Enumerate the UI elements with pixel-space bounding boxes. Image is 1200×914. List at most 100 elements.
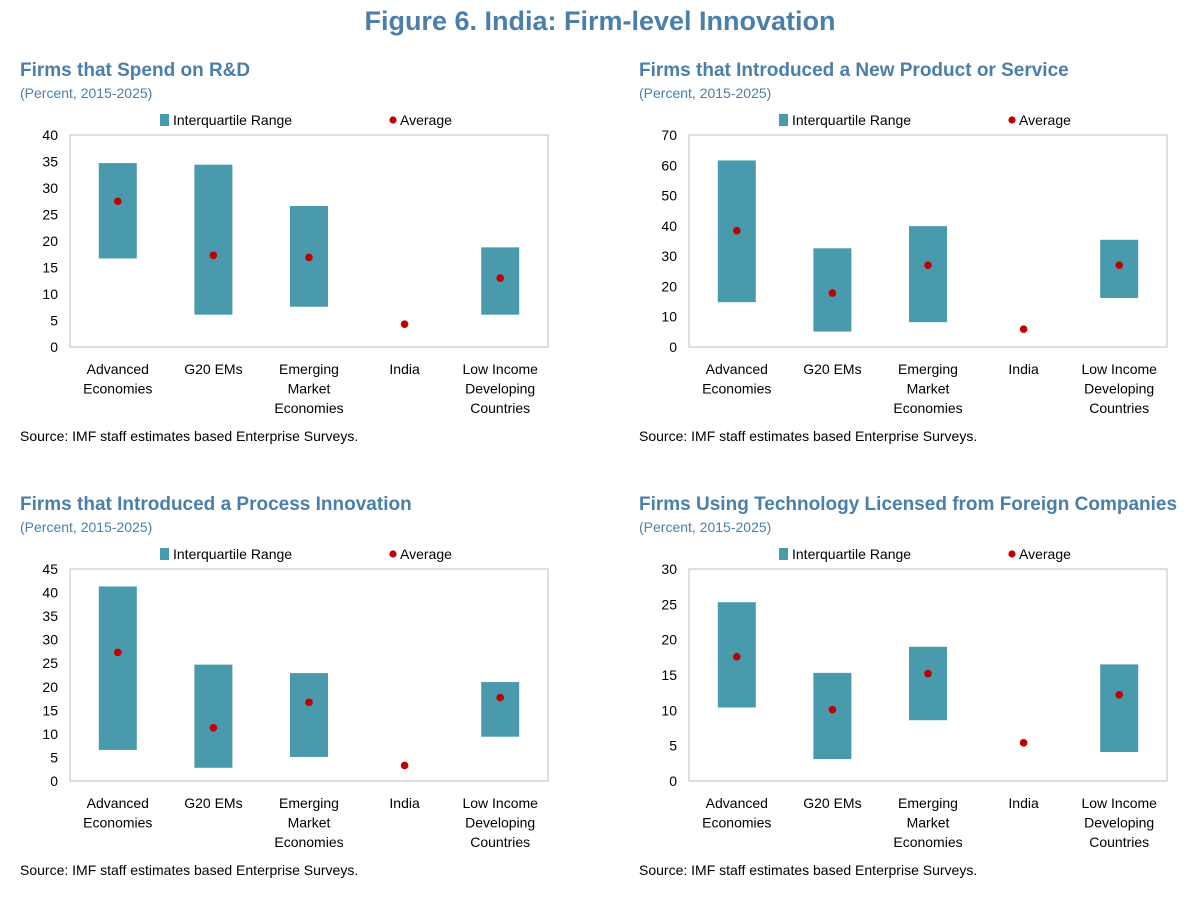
plot-frame xyxy=(69,568,549,782)
average-marker xyxy=(924,261,932,270)
y-tick-label: 60 xyxy=(661,157,677,173)
plot-frame xyxy=(69,134,549,348)
y-tick-label: 5 xyxy=(50,313,58,329)
y-tick-label: 20 xyxy=(661,278,677,294)
y-tick-label: 5 xyxy=(50,749,58,765)
chart-panel-foreign-tech: Firms Using Technology Licensed from For… xyxy=(639,494,1200,914)
x-tick-label: Emerging Market Economies xyxy=(893,361,962,416)
legend-iqr-swatch xyxy=(160,548,169,560)
chart-source: Source: IMF staff estimates based Enterp… xyxy=(639,428,978,444)
legend-average-marker xyxy=(389,550,397,558)
average-marker xyxy=(400,320,409,329)
chart-subtitle: (Percent, 2015-2025) xyxy=(20,519,153,535)
legend-iqr-label: Interquartile Range xyxy=(173,112,292,128)
y-tick-label: 70 xyxy=(661,127,677,143)
y-tick-label: 30 xyxy=(42,632,58,648)
average-marker xyxy=(496,274,505,282)
iqr-bar xyxy=(481,682,520,737)
x-tick-label: Emerging Market Economies xyxy=(893,795,962,850)
y-tick-label: 30 xyxy=(661,248,677,264)
plot-frame xyxy=(688,568,1168,782)
legend: Interquartile Range Average xyxy=(779,112,1071,128)
average-marker xyxy=(209,251,218,260)
x-tick-label: Advanced Economies xyxy=(83,795,152,831)
average-marker xyxy=(305,698,313,707)
x-tick-label: Advanced Economies xyxy=(83,361,152,397)
legend-average-label: Average xyxy=(1019,546,1071,562)
average-marker xyxy=(114,648,122,657)
x-tick-label: Low Income Developing Countries xyxy=(462,795,538,850)
legend: Interquartile Range Average xyxy=(160,546,452,562)
y-tick-label: 35 xyxy=(42,608,58,624)
chart-panel-new-product: Firms that Introduced a New Product or S… xyxy=(639,60,1200,480)
x-tick-label: Low Income Developing Countries xyxy=(462,361,538,416)
y-tick-label: 20 xyxy=(42,679,58,695)
average-marker xyxy=(496,693,505,702)
y-tick-label: 45 xyxy=(42,561,58,577)
iqr-bar xyxy=(909,646,947,721)
y-tick-label: 40 xyxy=(42,585,58,601)
y-tick-label: 40 xyxy=(661,218,677,234)
y-tick-label: 10 xyxy=(661,702,677,718)
x-tick-label: Advanced Economies xyxy=(702,361,771,397)
chart-source: Source: IMF staff estimates based Enterp… xyxy=(20,428,359,444)
x-tick-label: India xyxy=(389,361,420,377)
average-marker xyxy=(1019,739,1028,747)
average-marker xyxy=(828,705,837,714)
y-tick-label: 15 xyxy=(661,667,677,683)
x-tick-label: Low Income Developing Countries xyxy=(1081,361,1157,416)
x-tick-label: G20 EMs xyxy=(184,361,242,377)
chart-svg: Interquartile Range Average 0 5 10 15 20 25 30 35… xyxy=(42,546,549,850)
legend-average-marker xyxy=(1008,116,1016,124)
y-tick-label: 30 xyxy=(42,180,58,196)
legend-average-label: Average xyxy=(400,546,452,562)
chart-svg: Interquartile Range Average 0 10 20 30 40 50 60 7… xyxy=(661,112,1168,416)
y-tick-label: 25 xyxy=(42,207,58,223)
average-marker xyxy=(828,289,837,297)
chart-title: Firms that Introduced a New Product or S… xyxy=(639,60,1069,81)
x-tick-label: India xyxy=(389,795,420,811)
chart-source: Source: IMF staff estimates based Enterp… xyxy=(20,862,359,878)
average-marker xyxy=(400,761,409,770)
y-tick-label: 40 xyxy=(42,127,58,143)
y-tick-label: 0 xyxy=(669,773,677,789)
legend-iqr-swatch xyxy=(779,114,788,126)
y-tick-label: 30 xyxy=(661,561,677,577)
y-tick-label: 10 xyxy=(42,286,58,302)
legend-average-label: Average xyxy=(400,112,452,128)
y-tick-label: 10 xyxy=(661,309,677,325)
x-tick-label: Emerging Market Economies xyxy=(274,795,343,850)
chart-panel-rd: Firms that Spend on R&D (Percent, 2015-2… xyxy=(20,60,590,480)
chart-subtitle: (Percent, 2015-2025) xyxy=(20,85,153,101)
average-marker xyxy=(114,197,122,206)
legend-iqr-label: Interquartile Range xyxy=(792,112,911,128)
chart-svg: Interquartile Range Average 0 5 10 15 20 25 30 35… xyxy=(42,112,549,416)
average-marker xyxy=(733,226,741,235)
iqr-bar xyxy=(194,164,233,315)
y-tick-label: 15 xyxy=(42,260,58,276)
x-tick-label: India xyxy=(1008,795,1039,811)
y-tick-label: 25 xyxy=(661,596,677,612)
x-tick-label: Low Income Developing Countries xyxy=(1081,795,1157,850)
legend-average-marker xyxy=(389,116,397,124)
average-marker xyxy=(1115,690,1123,699)
legend: Interquartile Range Average xyxy=(779,546,1071,562)
x-tick-label: Emerging Market Economies xyxy=(274,361,343,416)
x-tick-label: G20 EMs xyxy=(803,795,861,811)
chart-subtitle: (Percent, 2015-2025) xyxy=(639,85,772,101)
average-marker xyxy=(1019,325,1028,333)
average-marker xyxy=(305,253,313,262)
y-tick-label: 20 xyxy=(661,632,677,648)
legend-iqr-swatch xyxy=(779,548,788,560)
legend-iqr-label: Interquartile Range xyxy=(792,546,911,562)
chart-subtitle: (Percent, 2015-2025) xyxy=(639,519,772,535)
figure-title: Figure 6. India: Firm-level Innovation xyxy=(364,6,836,36)
y-tick-label: 0 xyxy=(50,773,58,789)
y-tick-label: 20 xyxy=(42,233,58,249)
iqr-bar xyxy=(1100,664,1139,753)
y-tick-label: 25 xyxy=(42,655,58,671)
y-tick-label: 10 xyxy=(42,726,58,742)
average-marker xyxy=(924,669,932,678)
iqr-bar xyxy=(813,672,852,760)
legend-iqr-swatch xyxy=(160,114,169,126)
